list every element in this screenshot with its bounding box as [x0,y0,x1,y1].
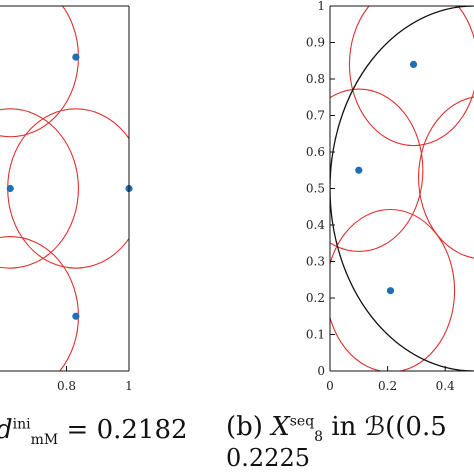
caption-a-sub: mM [30,432,59,449]
panel-b-ball-boundary [330,6,474,371]
caption-a: dinimM = 0.2182 [0,415,188,448]
caption-a-sup: ini [12,416,31,433]
panel-a-plot-area [0,6,129,371]
panel-b-circle-0 [348,6,474,147]
panel-b-ytick-label-1: 0.1 [306,328,325,342]
caption-b-sub: 8 [314,429,324,446]
caption-b-text: in [331,412,357,442]
panel-b-ytick-label-9: 0.9 [306,36,325,50]
panel-a-point-0 [72,53,80,61]
panel-b-xtick-label-1: 0.2 [378,379,397,393]
panel-b-ytick-label-5: 0.5 [306,182,325,196]
panel-b-plot-area [330,6,474,371]
caption-b-sup: seq [289,413,315,430]
panel-b-ytick-label-0: 0 [317,364,325,378]
panel-b-ytick-label-4: 0.4 [306,218,325,232]
panel-b-ytick-label-6: 0.6 [306,145,325,159]
panel-b-circle-1 [330,88,424,252]
panel-b-point-0 [409,60,418,68]
panel-b-circle-3 [418,96,474,259]
panel-b-ytick-label-8: 0.8 [306,72,325,86]
panel-a-circle-1 [7,108,129,269]
panel-a-point-1 [6,184,14,193]
caption-b-symbol: X [271,412,290,442]
panel-a: 0.8 1 [0,5,133,393]
caption-a-symbol: d [0,415,13,445]
caption-b-line2: 0.2225 [226,444,310,472]
caption-b-set: ℬ((0.5 [364,412,447,442]
panel-b-xtick-label-2: 0.4 [436,379,455,393]
caption-a-value: = 0.2182 [66,415,188,445]
panel-b-ytick-label-2: 0.2 [306,291,325,305]
panel-a-xtick-label-0: 0.8 [57,379,76,393]
panel-b-circle-2 [330,208,456,371]
panel-b-ytick-label-3: 0.3 [306,255,325,269]
panel-a-circle-2 [0,108,79,269]
panel-a-point-3 [72,312,80,320]
caption-b-label: (b) [226,412,263,442]
panel-b-xtick-label-0: 0 [326,379,334,393]
panel-b-point-1 [355,166,363,174]
panel-b-ytick-label-10: 1 [317,0,325,13]
caption-b: (b) Xseq8 in ℬ((0.5 [226,412,447,445]
panel-a-xtick-label-1: 1 [125,379,133,393]
panel-b-ytick-label-7: 0.7 [306,109,325,123]
panel-b-point-2 [386,287,395,295]
panel-b: 0 0.1 0.2 0.3 0.4 0.5 0.6 0.7 0.8 0.9 1 0 0.2 0.4 [306,0,474,393]
